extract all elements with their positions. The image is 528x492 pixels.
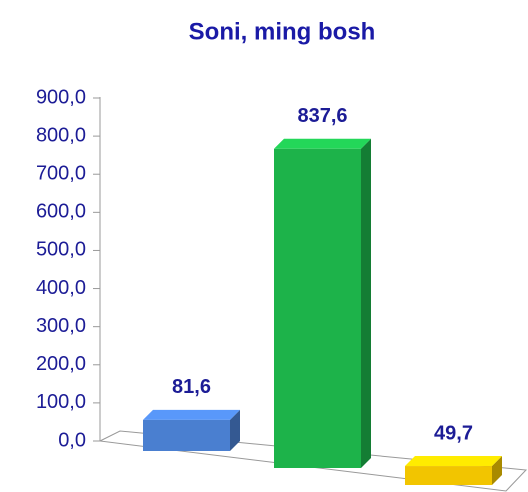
y-tick-label: 900,0	[36, 86, 86, 108]
bar	[405, 466, 492, 485]
y-tick-label: 500,0	[36, 239, 86, 261]
y-tick-label: 200,0	[36, 353, 86, 375]
bar-side	[492, 456, 502, 485]
bar	[143, 419, 230, 451]
value-label: 837,6	[297, 105, 347, 127]
bar-side	[230, 409, 240, 451]
value-label: 49,7	[434, 422, 473, 444]
y-tick-label: 700,0	[36, 163, 86, 185]
bar-top	[143, 409, 240, 420]
y-tick-label: 300,0	[36, 315, 86, 337]
y-tick-label: 0,0	[58, 429, 86, 451]
y-tick-label: 600,0	[36, 201, 86, 223]
bar-top	[274, 138, 371, 149]
bar-side	[361, 138, 371, 469]
y-tick-label: 400,0	[36, 277, 86, 299]
bar-top	[405, 456, 502, 467]
bar	[274, 148, 361, 469]
y-tick-label: 800,0	[36, 124, 86, 146]
value-label: 81,6	[172, 376, 211, 398]
y-tick-label: 100,0	[36, 391, 86, 413]
chart-title: Soni, ming bosh	[189, 18, 376, 45]
